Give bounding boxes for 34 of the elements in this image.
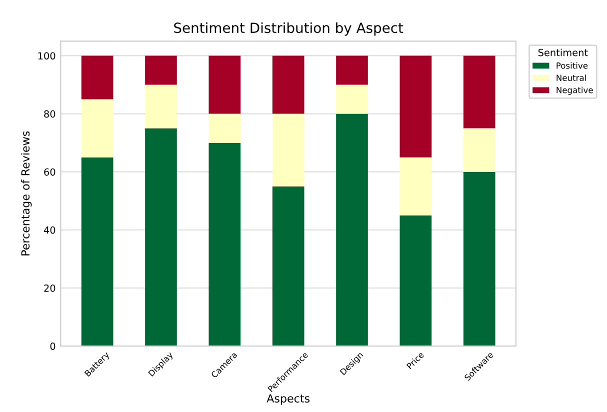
y-axis-title: Percentage of Reviews — [20, 131, 32, 256]
legend-title: Sentiment — [538, 48, 588, 56]
bar — [400, 56, 432, 158]
y-tick-label: 100 — [38, 52, 56, 60]
bar — [463, 56, 496, 128]
bar — [81, 99, 114, 158]
bar — [272, 186, 304, 346]
legend-label: Neutral — [556, 74, 586, 81]
bar — [272, 114, 304, 186]
bar — [463, 172, 496, 346]
bar — [336, 56, 368, 85]
bar — [145, 128, 177, 346]
x-axis-title: Aspects — [266, 394, 310, 405]
bar — [145, 84, 177, 128]
bar — [272, 56, 304, 114]
bar — [208, 114, 241, 143]
bar — [400, 215, 432, 346]
bar — [336, 114, 368, 346]
y-tick-label: 80 — [44, 110, 56, 118]
bar — [400, 157, 432, 216]
bar — [208, 56, 241, 114]
bar — [145, 56, 177, 85]
bar — [81, 56, 114, 100]
y-tick-label: 20 — [44, 284, 56, 292]
bar — [463, 128, 496, 172]
legend-label: Positive — [556, 62, 588, 69]
y-tick-label: 60 — [44, 168, 56, 176]
y-tick-label: 40 — [44, 226, 56, 234]
y-tick-label: 0 — [50, 342, 56, 350]
chart-title: Sentiment Distribution by Aspect — [174, 22, 404, 36]
bar — [336, 84, 368, 114]
legend-label: Negative — [556, 86, 593, 95]
bar — [81, 157, 114, 346]
bar — [208, 142, 241, 346]
